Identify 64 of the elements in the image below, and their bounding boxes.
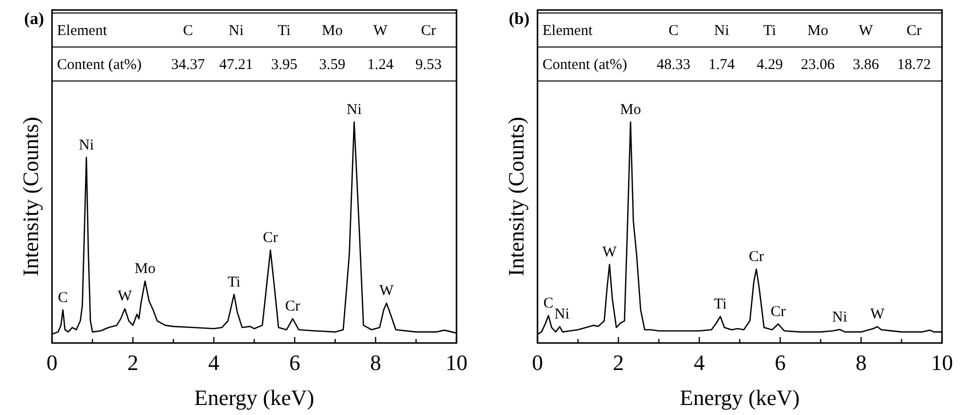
text: 48.33 xyxy=(656,57,690,73)
text: C xyxy=(668,23,679,39)
y-axis-title: Intensity (Counts) xyxy=(504,116,528,276)
y-axis-title: Intensity (Counts) xyxy=(18,116,43,276)
annotation: Cr xyxy=(285,298,300,315)
x-tick-label: 10 xyxy=(931,350,953,375)
text: C xyxy=(183,23,194,39)
x-tick-label: 2 xyxy=(612,350,624,375)
annotation: Cr xyxy=(770,304,786,320)
annotation: Ni xyxy=(554,306,570,323)
text: 18.72 xyxy=(897,57,931,73)
annotation: Ti xyxy=(714,296,727,312)
x-axis-title: Energy (keV) xyxy=(680,385,800,410)
text: 3.59 xyxy=(319,57,346,73)
text: 3.86 xyxy=(852,57,880,73)
annotation: W xyxy=(870,306,886,323)
annotation: Ni xyxy=(832,310,848,326)
text: Ti xyxy=(763,23,776,39)
annotation: Ni xyxy=(78,137,94,154)
x-tick-label: 4 xyxy=(208,350,220,375)
x-tick-label: 4 xyxy=(694,350,705,375)
text: W xyxy=(858,23,874,39)
x-tick-label: 8 xyxy=(856,350,867,375)
annotation: W xyxy=(379,283,394,300)
text: Ni xyxy=(228,23,244,39)
text: Cr xyxy=(420,23,436,39)
annotation: Mo xyxy=(620,102,641,118)
text: 1.24 xyxy=(367,57,394,73)
text: Cr xyxy=(906,23,922,39)
annotation: C xyxy=(543,296,554,312)
annotation: W xyxy=(602,244,618,261)
text: Content (at%) xyxy=(542,57,628,73)
text: 23.06 xyxy=(800,57,836,73)
x-tick-label: 6 xyxy=(774,350,786,375)
text: Content (at%) xyxy=(57,57,142,73)
x-tick-label: 10 xyxy=(446,350,468,375)
text: Mo xyxy=(807,23,828,39)
text: Element xyxy=(542,23,594,39)
annotation: Ni xyxy=(346,102,362,118)
text: Mo xyxy=(322,23,343,39)
annotation: Mo xyxy=(134,261,156,278)
chart-title: (a) xyxy=(24,9,44,28)
annotation: C xyxy=(58,290,68,306)
text: 9.53 xyxy=(415,57,442,73)
text: 4.29 xyxy=(756,57,783,73)
chart-title: (b) xyxy=(508,9,530,28)
annotation: Ti xyxy=(228,274,240,290)
annotation: Cr xyxy=(262,230,278,246)
text: 34.37 xyxy=(171,57,206,73)
text: 47.21 xyxy=(219,57,253,73)
x-tick-label: 2 xyxy=(127,350,138,375)
annotation: Cr xyxy=(748,249,764,266)
text: 1.74 xyxy=(708,57,736,73)
text: W xyxy=(373,23,388,39)
x-axis-title: Energy (keV) xyxy=(194,385,314,410)
x-tick-label: 6 xyxy=(289,350,300,375)
text: Ti xyxy=(278,23,291,39)
x-tick-label: 0 xyxy=(532,350,543,375)
x-tick-label: 0 xyxy=(46,350,58,375)
text: Element xyxy=(57,23,108,39)
x-tick-label: 8 xyxy=(370,350,382,375)
text: 3.95 xyxy=(271,57,298,73)
annotation: W xyxy=(118,288,133,305)
text: Ni xyxy=(714,23,730,39)
